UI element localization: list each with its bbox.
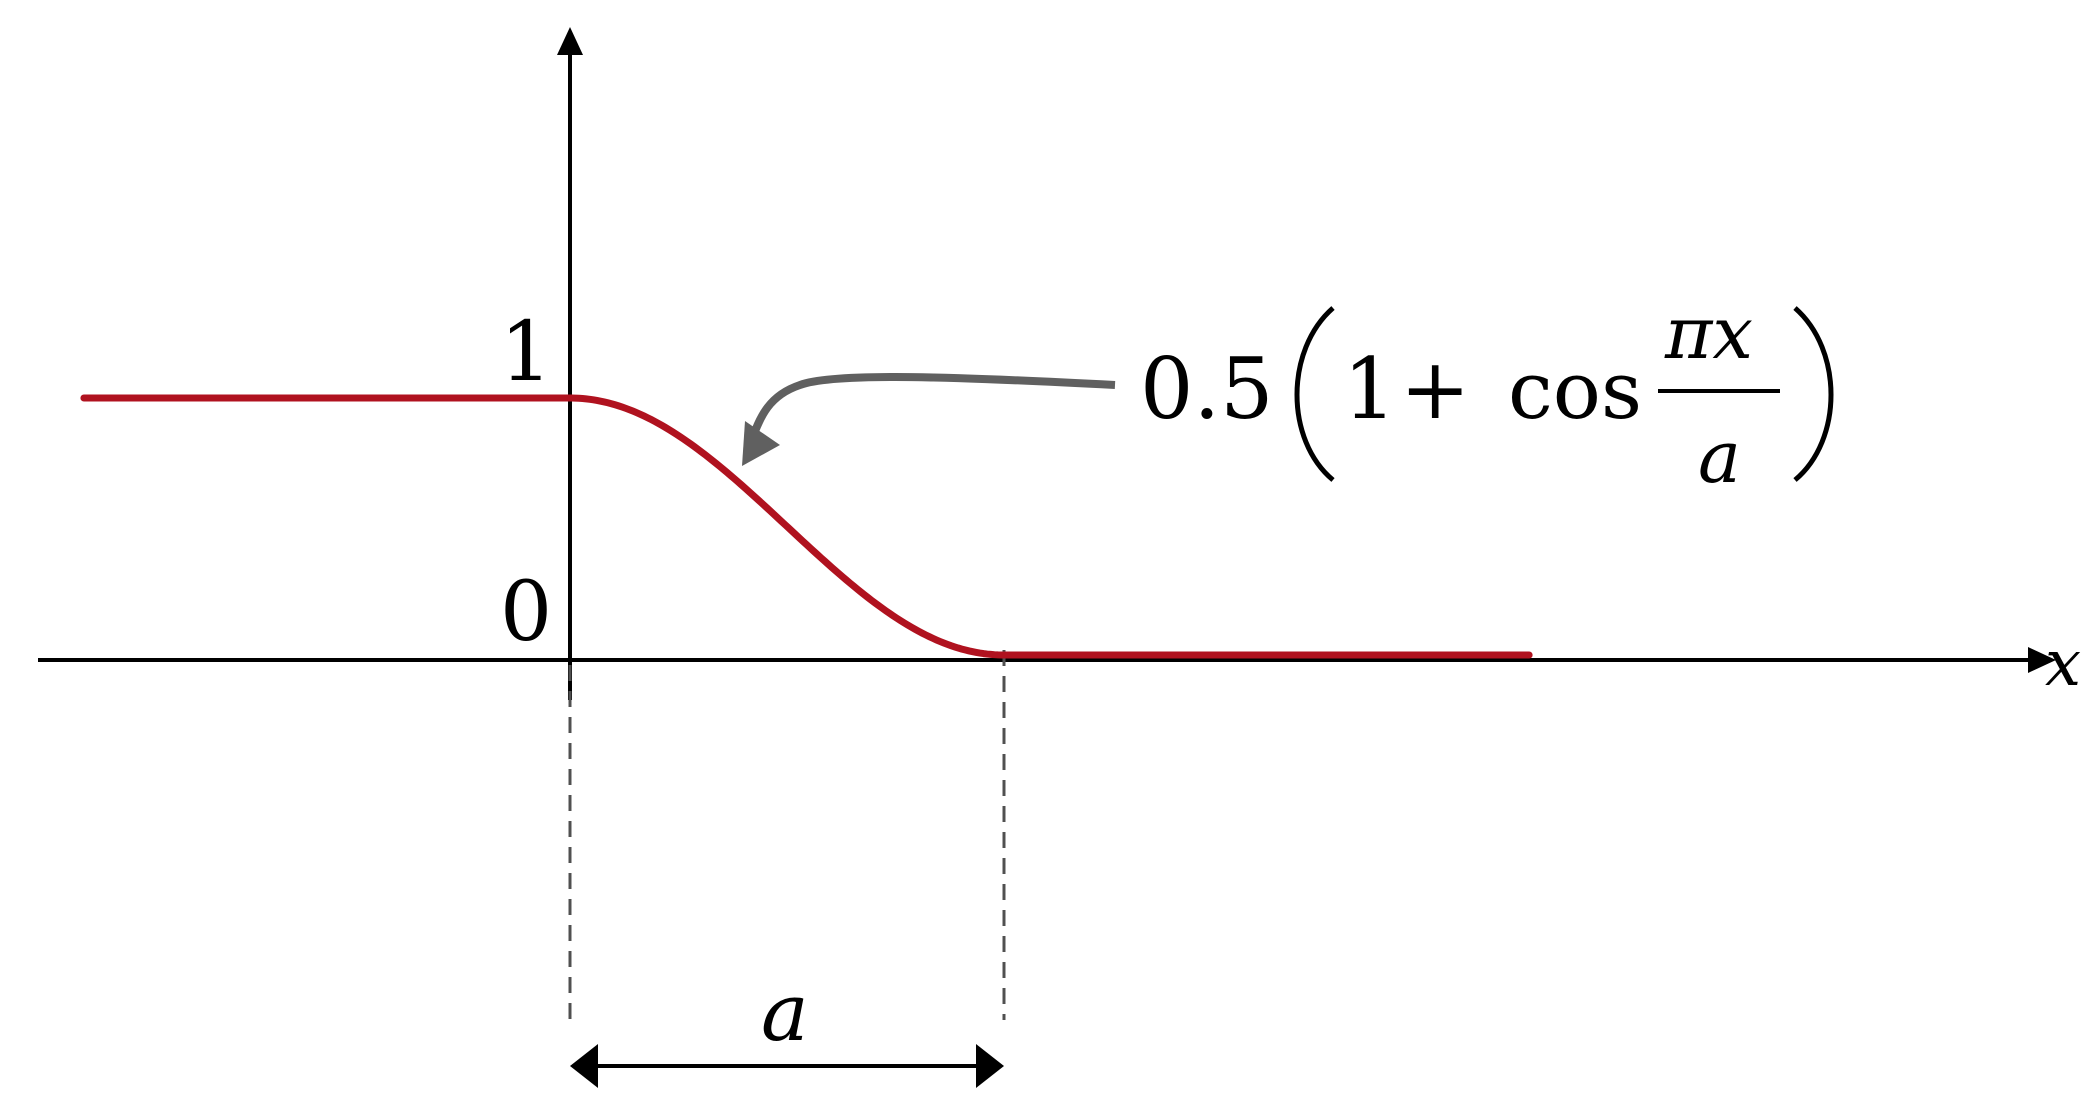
formula-cos: cos [1508, 344, 1642, 437]
y-tick-label-1: 1 [500, 305, 552, 400]
formula-left-paren [1294, 306, 1335, 482]
x-axis-arrowhead [2028, 647, 2056, 673]
formula-one: 1 [1343, 340, 1396, 438]
width-arrowhead-right [976, 1044, 1004, 1088]
width-label: a [761, 966, 809, 1059]
formula-plus: + [1400, 340, 1470, 438]
formula-label: 0.5 1 + cos πx a [1140, 291, 1834, 499]
formula-denominator: a [1698, 415, 1741, 499]
formula-pointer-arrowhead [742, 421, 780, 466]
y-axis-arrowhead [557, 27, 583, 55]
x-axis-label: x [2045, 627, 2081, 701]
formula-numerator: πx [1664, 291, 1753, 375]
cosine-taper-curve [80, 394, 1533, 659]
formula-right-paren [1793, 306, 1834, 482]
y-tick-label-0: 0 [500, 565, 552, 660]
width-arrowhead-left [570, 1044, 598, 1088]
formula-pointer-arrow [746, 373, 1116, 447]
formula-coefficient: 0.5 [1140, 340, 1274, 438]
